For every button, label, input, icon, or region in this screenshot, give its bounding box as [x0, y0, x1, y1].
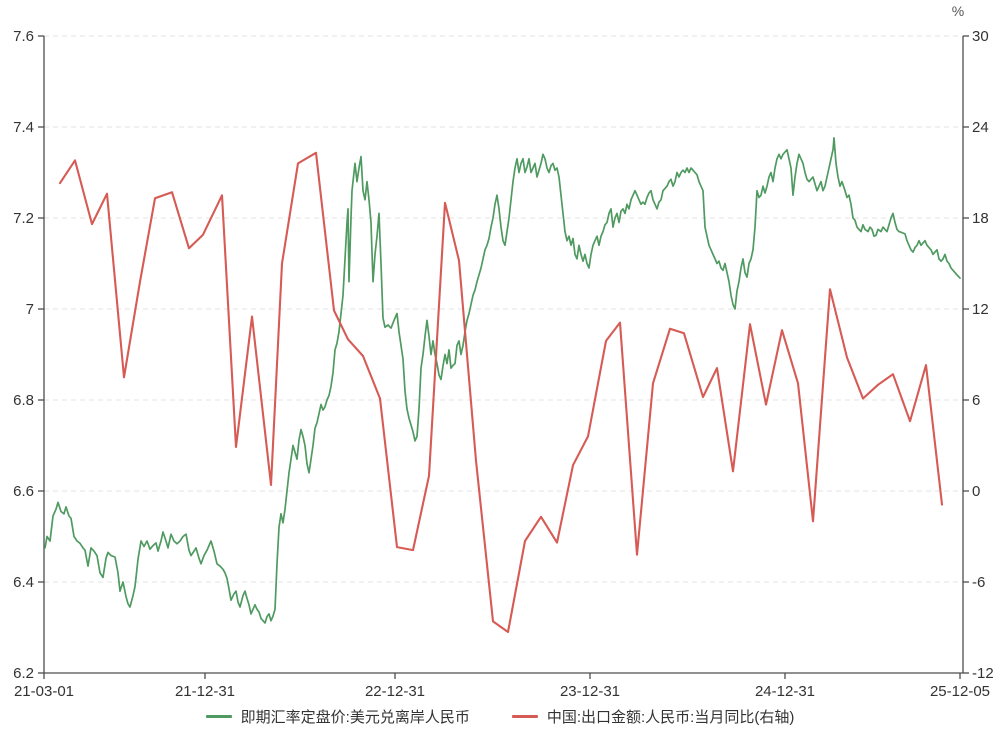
right-axis-label: 12: [972, 301, 989, 318]
green-line-swatch-icon: [205, 715, 232, 718]
right-axis-label: 30: [972, 28, 989, 45]
left-axis-label: 6.8: [13, 392, 34, 409]
x-axis-label: 21-12-31: [175, 683, 235, 700]
legend-label-fx-rate: 即期汇率定盘价:美元兑离岸人民币: [240, 709, 470, 726]
legend-label-export-yoy: 中国:出口金额:人民币:当月同比(右轴): [546, 709, 795, 726]
left-axis-label: 7.6: [13, 28, 34, 45]
right-axis-label: -6: [972, 574, 985, 591]
legend-item-export-yoy: 中国:出口金额:人民币:当月同比(右轴): [511, 706, 795, 727]
dual-axis-line-chart: 7.6 7.4 7.2 7 6.8 6.6 6.4 6.2 30 24 18 12 6 0 -6 -12% 21…: [13, 3, 994, 700]
chart-legend: 即期汇率定盘价:美元兑离岸人民币 中国:出口金额:人民币:当月同比(右轴): [0, 706, 1000, 727]
right-axis-label: 24: [972, 119, 989, 136]
left-axis-label: 6.6: [13, 483, 34, 500]
left-axis-label: 6.2: [13, 665, 34, 682]
right-axis-unit-label: %: [952, 3, 964, 19]
right-axis-label: 18: [972, 210, 989, 227]
right-axis-label: 0: [972, 483, 980, 500]
x-axis-label: 24-12-31: [755, 683, 815, 700]
left-axis-label: 6.4: [13, 574, 34, 591]
left-axis-label: 7.4: [13, 119, 34, 136]
x-axis-label: 21-03-01: [14, 683, 74, 700]
x-axis-label: 25-12-05: [930, 683, 990, 700]
export-yoy-line-series: [58, 151, 944, 634]
x-axis-label: 22-12-31: [365, 683, 425, 700]
fx-rate-line-series: [44, 137, 961, 624]
chart-canvas: 7.6 7.4 7.2 7 6.8 6.6 6.4 6.2 30 24 18 12 6 0 -6 -12% 21…: [13, 3, 994, 700]
right-axis-label: 6: [972, 392, 980, 409]
red-line-swatch-icon: [511, 715, 538, 718]
left-axis-label: 7: [26, 301, 34, 318]
x-axis-label: 23-12-31: [560, 683, 620, 700]
left-axis-label: 7.2: [13, 210, 34, 227]
legend-item-fx-rate: 即期汇率定盘价:美元兑离岸人民币: [205, 706, 470, 727]
right-axis-label: -12: [972, 665, 994, 682]
